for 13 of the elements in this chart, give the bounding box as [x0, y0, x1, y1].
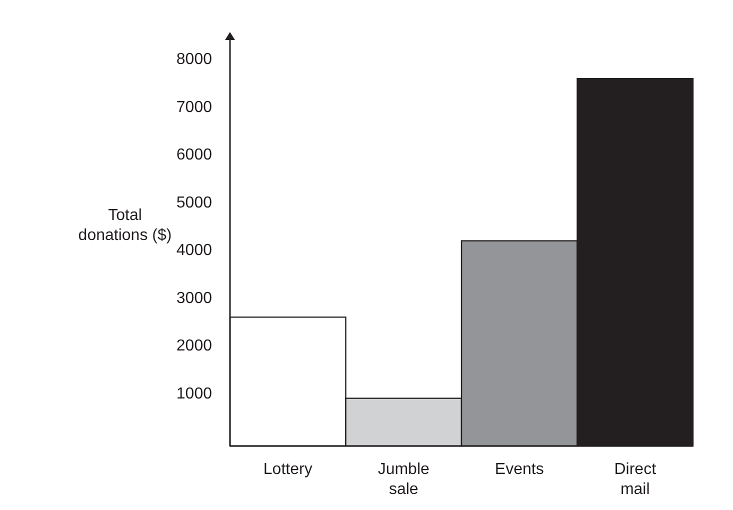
x-tick-label: Direct mail — [614, 461, 657, 498]
x-tick-label: Lottery — [263, 461, 312, 478]
y-tick-label: 7000 — [176, 98, 212, 116]
y-tick-label: 1000 — [176, 385, 212, 402]
y-tick-label: 8000 — [176, 51, 212, 68]
y-tick-label: 2000 — [176, 338, 212, 355]
y-tick-label: 3000 — [176, 290, 212, 307]
x-tick-label: Jumble sale — [378, 461, 430, 498]
y-tick-label: 6000 — [176, 146, 212, 164]
y-axis-title: Total donations ($) — [78, 207, 172, 244]
y-tick-label: 5000 — [176, 194, 212, 212]
x-tick-label: Events — [494, 461, 544, 478]
y-tick-label: 4000 — [176, 242, 212, 260]
